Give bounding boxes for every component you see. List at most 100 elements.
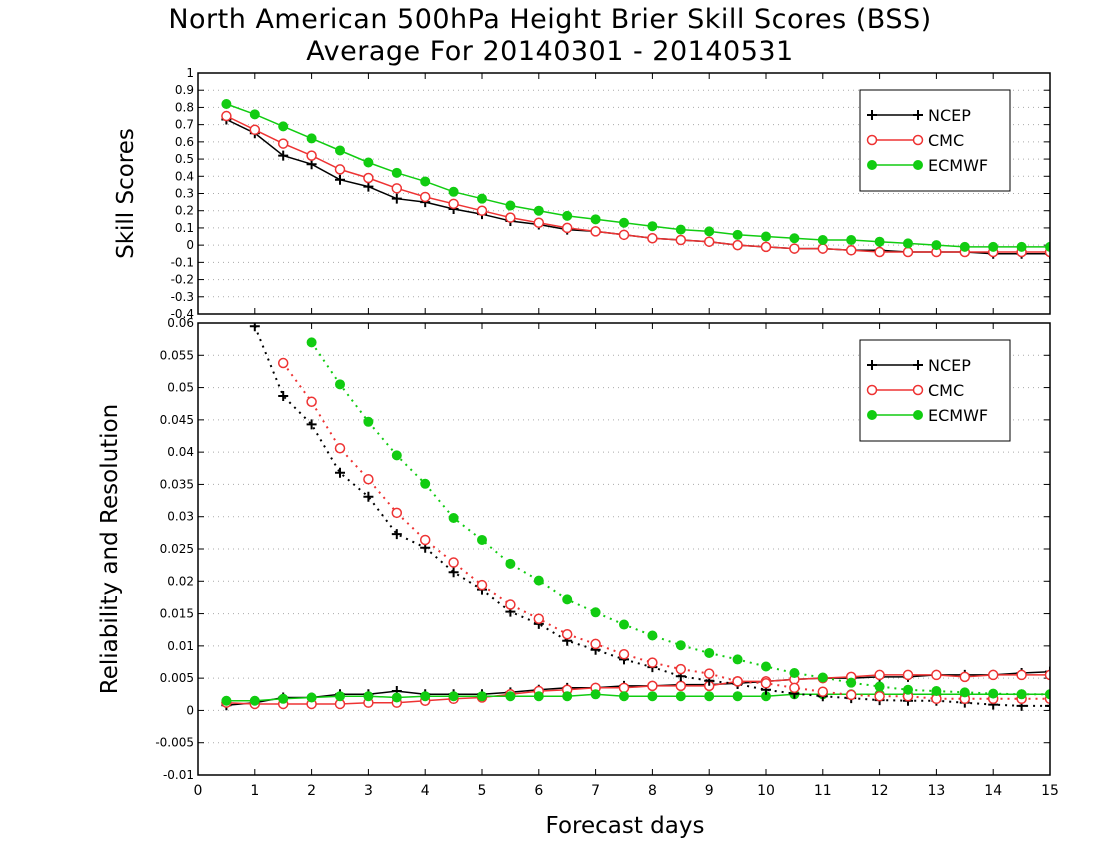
data-point (902, 669, 914, 681)
y-tick-label: 0.2 (175, 204, 194, 218)
y-tick-label: 0.015 (160, 607, 194, 621)
data-point (704, 691, 715, 702)
data-point (619, 619, 629, 630)
x-tick-label: 10 (757, 783, 775, 799)
data-point (391, 167, 402, 178)
data-point (561, 222, 573, 234)
x-tick-label: 6 (534, 783, 543, 799)
data-point (363, 691, 374, 702)
data-point (732, 676, 743, 687)
data-point (249, 323, 260, 332)
data-point (590, 607, 601, 618)
data-point (760, 241, 772, 253)
data-point (817, 686, 829, 697)
x-axis-label: Forecast days (546, 813, 705, 839)
y-tick-label: 0.5 (175, 152, 194, 166)
data-point (533, 691, 544, 702)
data-point (420, 176, 431, 187)
y-axis-label: Reliability and Resolution (97, 404, 123, 694)
data-point (732, 654, 743, 665)
data-point (448, 198, 459, 210)
data-point (221, 695, 232, 706)
data-point (306, 692, 317, 703)
data-point (675, 224, 686, 235)
data-point (306, 133, 317, 144)
y-tick-label: 0 (186, 703, 194, 717)
y-tick-label: -0.4 (171, 307, 194, 321)
legend-marker (913, 410, 923, 420)
data-point (675, 680, 687, 692)
x-tick-label: 1 (250, 783, 259, 799)
data-point (334, 443, 346, 454)
legend-marker (867, 410, 877, 420)
x-tick-label: 12 (871, 783, 889, 799)
series-line-cmc (226, 674, 1050, 705)
data-point (363, 157, 374, 168)
data-point (1016, 669, 1027, 681)
data-point (704, 647, 715, 658)
legend-marker (913, 360, 923, 370)
legend-marker (867, 160, 877, 170)
data-point (703, 668, 715, 679)
data-point (1016, 689, 1027, 700)
data-point (221, 110, 232, 122)
y-tick-label: 0.005 (160, 671, 194, 685)
data-point (675, 691, 686, 702)
data-point (249, 124, 261, 136)
data-point (732, 229, 743, 240)
data-point (533, 613, 545, 624)
data-point (618, 682, 630, 694)
data-point (419, 191, 431, 203)
data-point (647, 221, 658, 232)
data-point (874, 690, 885, 702)
data-point (335, 174, 345, 185)
data-point (590, 689, 601, 700)
data-point (363, 172, 374, 184)
data-point (704, 226, 715, 237)
legend-label-ecmwf: ECMWF (928, 406, 988, 425)
data-point (448, 513, 459, 524)
data-point (760, 678, 772, 689)
data-point (505, 691, 516, 702)
data-point (363, 491, 374, 502)
y-tick-label: 0.02 (167, 574, 194, 588)
data-point (419, 534, 431, 546)
series-line-ecmwf (226, 693, 1050, 702)
legend-marker (867, 360, 877, 370)
data-point (477, 691, 487, 702)
data-point (874, 246, 885, 258)
data-point (562, 594, 573, 605)
x-tick-label: 5 (478, 783, 487, 799)
y-tick-label: 0.7 (175, 118, 194, 132)
x-tick-label: 15 (1041, 783, 1059, 799)
x-tick-label: 8 (648, 783, 657, 799)
data-point (448, 691, 459, 702)
panel-bottom: -0.01 -0.005 0 0.005 0.01 0.015 0.02 0.025 0.03 0… (97, 316, 1059, 839)
data-point (988, 688, 999, 699)
data-point (562, 691, 573, 702)
legend-marker (913, 160, 923, 170)
y-tick-label: 0.3 (175, 187, 194, 201)
x-tick-label: 4 (421, 783, 430, 799)
legend-marker (866, 384, 878, 396)
data-point (846, 234, 857, 245)
y-tick-label: 0.1 (175, 221, 194, 235)
data-point (391, 692, 402, 703)
legend-label-cmc: CMC (928, 131, 964, 150)
data-point (789, 682, 800, 694)
data-point (761, 231, 771, 242)
data-point (817, 234, 828, 245)
data-point (249, 695, 260, 706)
data-point (874, 236, 885, 247)
data-point (391, 193, 402, 204)
data-point (1016, 241, 1027, 252)
plot-frame-bottom (197, 322, 1051, 776)
data-point (363, 181, 374, 192)
data-point (448, 186, 459, 197)
data-point (931, 686, 942, 697)
legend-marker (912, 384, 924, 396)
data-point (789, 243, 800, 254)
y-tick-label: 0 (186, 238, 194, 252)
data-point (533, 205, 544, 216)
data-point (618, 229, 630, 241)
